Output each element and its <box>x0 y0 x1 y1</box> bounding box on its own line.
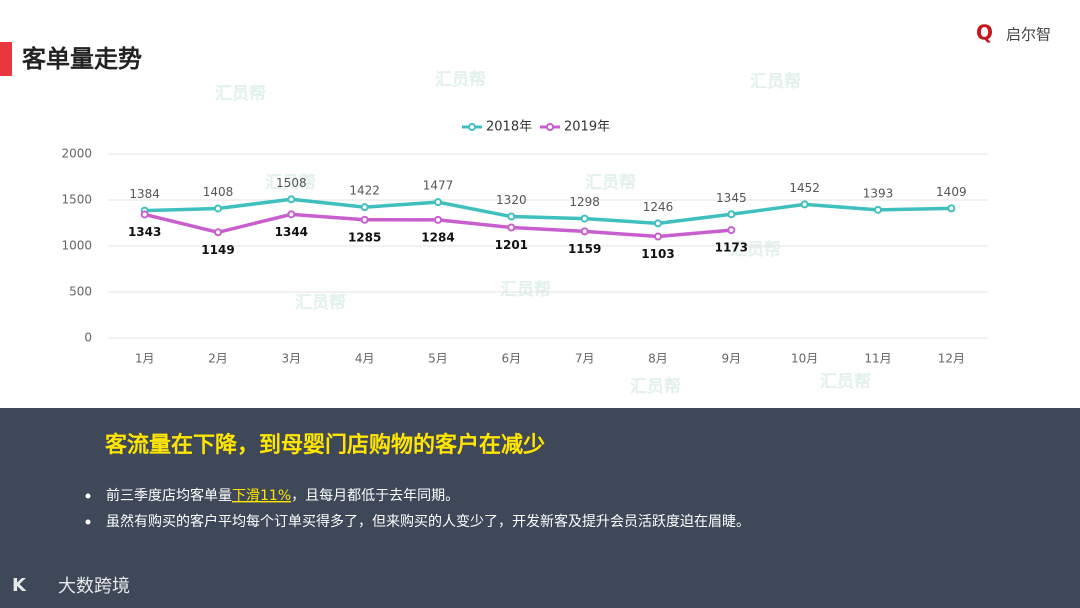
logo-mark: Q <box>976 21 993 45</box>
x-tick-label: 4月 <box>355 352 375 366</box>
bullet-text: 虽然有购买的客户平均每个订单买得多了，但来购买的人变少了，开发新客及提升会员活跃… <box>106 513 750 530</box>
x-tick-label: 8月 <box>648 352 668 366</box>
watermark: 汇员帮 <box>630 377 681 397</box>
legend-label: 2018年 <box>486 120 532 135</box>
y-tick-label: 1000 <box>61 239 92 253</box>
watermarks: 汇员帮 汇员帮 汇员帮 汇员帮 汇员帮 汇员帮 汇员帮 汇员帮 汇员帮 汇员帮 <box>215 70 871 397</box>
data-label: 1284 <box>421 230 454 244</box>
point <box>287 210 296 219</box>
data-label: 1103 <box>641 247 674 261</box>
watermark: 汇员帮 <box>295 293 346 313</box>
watermark: 汇员帮 <box>730 240 781 260</box>
x-tick-label: 1月 <box>135 352 155 366</box>
point <box>800 200 809 209</box>
x-tick-label: 9月 <box>722 352 742 366</box>
watermark: 汇员帮 <box>750 72 801 92</box>
x-tick-label: 3月 <box>282 352 302 366</box>
series-line <box>144 197 952 226</box>
legend-label: 2019年 <box>564 120 610 135</box>
data-label: 1409 <box>936 185 967 199</box>
data-label: 1384 <box>129 187 160 201</box>
watermark: 汇员帮 <box>820 372 871 392</box>
point <box>434 198 442 207</box>
logo: 启尔智 <box>1006 26 1051 44</box>
x-tick-label: 7月 <box>575 352 595 366</box>
data-label: 1159 <box>568 242 601 256</box>
y-tick-label: 2000 <box>61 147 92 161</box>
data-label: 1345 <box>716 191 747 205</box>
x-tick-label: 10月 <box>791 352 818 366</box>
bullet: 前三季度店均客单量下滑11%，且每月都低于去年同期。 <box>106 487 459 504</box>
data-label: 1285 <box>348 230 381 244</box>
point <box>360 215 369 224</box>
x-tick-label: 2月 <box>208 352 228 366</box>
point <box>727 226 736 235</box>
x-tick-label: 6月 <box>502 352 522 366</box>
data-label: 1344 <box>275 225 308 239</box>
chart: 0 500 1000 1500 2000 1月 2月 3月 4月 5月 6月 7月 8月 9月 10月 11月… <box>61 120 988 366</box>
data-label: 1393 <box>863 186 894 200</box>
footer-logo: 大数跨境 <box>58 576 130 597</box>
title-accent <box>0 42 12 76</box>
y-tick-label: 1500 <box>61 193 92 207</box>
watermark: 汇员帮 <box>215 84 266 104</box>
bullet-dot <box>85 519 91 525</box>
point <box>360 203 369 212</box>
data-label: 1149 <box>201 243 234 257</box>
legend-marker <box>468 123 476 131</box>
point <box>654 219 662 228</box>
watermark: 汇员帮 <box>500 280 551 300</box>
data-label: 1246 <box>643 200 674 214</box>
point <box>580 227 589 236</box>
point <box>727 210 736 219</box>
footer-icon: K <box>12 575 27 596</box>
watermark: 汇员帮 <box>585 173 636 193</box>
point <box>214 228 222 237</box>
data-label: 1408 <box>203 185 234 199</box>
data-label: 1173 <box>715 241 748 255</box>
data-label: 1298 <box>569 195 600 209</box>
headline: 客流量在下降，到母婴门店购物的客户在减少 <box>105 432 545 458</box>
y-tick-label: 500 <box>69 285 92 299</box>
point <box>874 205 882 214</box>
point <box>654 232 662 241</box>
point <box>214 204 222 213</box>
bullet: 虽然有购买的客户平均每个订单买得多了，但来购买的人变少了，开发新客及提升会员活跃… <box>106 513 750 530</box>
data-label: 1320 <box>496 193 527 207</box>
point <box>287 195 296 204</box>
chart-title: 客单量走势 <box>22 45 142 73</box>
bullet-highlight: 下滑11% <box>232 487 291 504</box>
data-label: 1452 <box>789 181 820 195</box>
summary-panel <box>0 408 1080 608</box>
x-tick-label: 5月 <box>428 352 448 366</box>
bullet-text: ，且每月都低于去年同期。 <box>291 488 459 504</box>
data-label: 1422 <box>349 184 380 198</box>
point <box>507 212 516 221</box>
point <box>434 215 442 224</box>
x-tick-label: 12月 <box>938 352 965 366</box>
watermark: 汇员帮 <box>265 173 316 193</box>
data-label: 1343 <box>128 225 161 239</box>
point <box>947 204 956 213</box>
x-tick-label: 11月 <box>864 352 891 366</box>
data-label: 1201 <box>495 238 528 252</box>
watermark: 汇员帮 <box>435 70 486 90</box>
point <box>507 223 516 232</box>
y-tick-label: 0 <box>84 331 92 345</box>
legend-marker <box>546 123 554 131</box>
data-label: 1477 <box>423 179 454 193</box>
data-label: 1508 <box>276 176 307 190</box>
bullet-text: 前三季度店均客单量 <box>106 487 232 504</box>
point <box>580 214 589 223</box>
bullet-dot <box>85 493 91 499</box>
point <box>140 210 149 219</box>
